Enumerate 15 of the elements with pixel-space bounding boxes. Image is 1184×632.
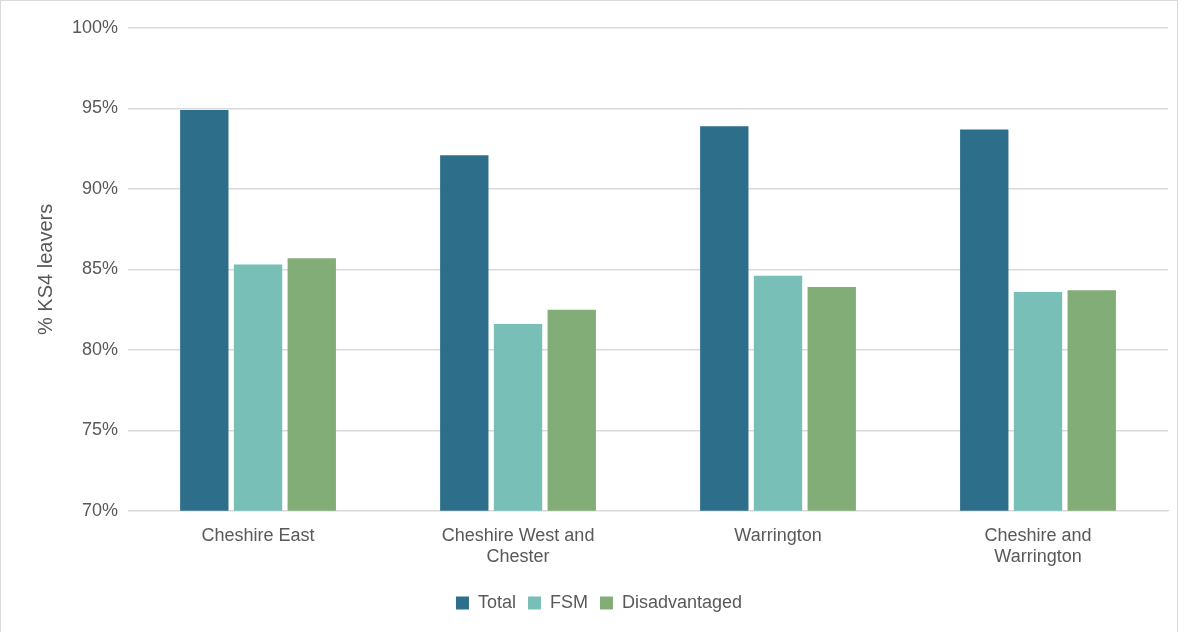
- legend-label: FSM: [549, 591, 588, 612]
- y-tick-label: 85%: [82, 258, 119, 279]
- legend-label: Total: [477, 591, 516, 612]
- x-tick-label: Cheshire East: [201, 524, 315, 545]
- y-tick-label: 95%: [82, 97, 119, 118]
- y-tick-label: 70%: [82, 499, 119, 520]
- y-axis-title: % KS4 leavers: [33, 203, 56, 335]
- y-tick-label: 100%: [71, 16, 119, 37]
- legend-label: Disadvantaged: [621, 591, 743, 612]
- y-tick-label: 90%: [82, 177, 119, 198]
- x-tick-label: Warrington: [734, 524, 822, 545]
- x-tick-label: Cheshire West and Chester: [441, 524, 595, 567]
- y-tick-label: 75%: [82, 419, 119, 440]
- x-tick-label: Cheshire and Warrington: [984, 524, 1092, 567]
- y-tick-label: 80%: [82, 338, 119, 359]
